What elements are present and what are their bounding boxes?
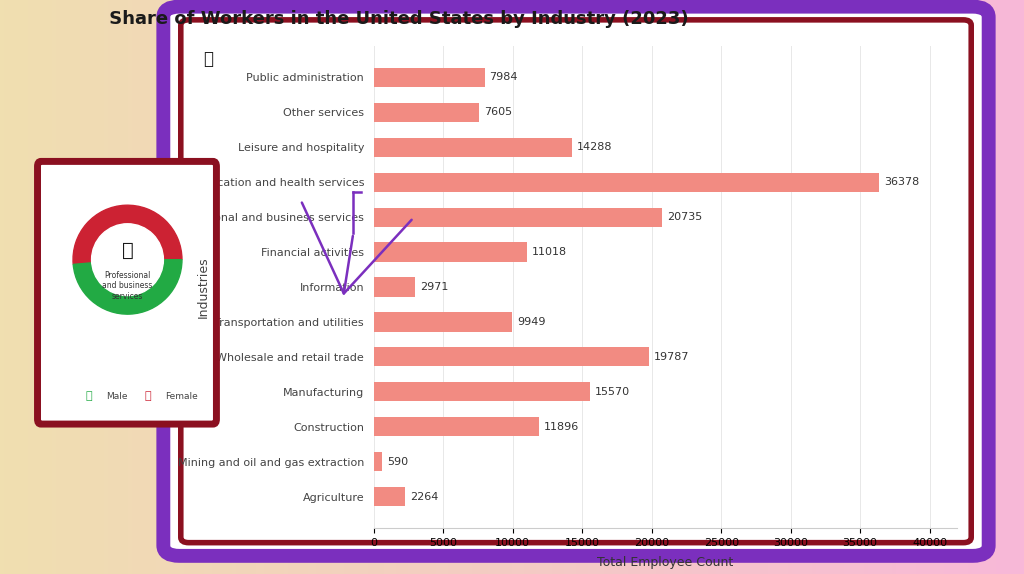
Bar — [374, 277, 415, 297]
Bar — [374, 242, 527, 262]
Bar — [374, 452, 382, 471]
FancyBboxPatch shape — [164, 7, 988, 556]
Text: 7605: 7605 — [484, 107, 512, 117]
Text: 36378: 36378 — [884, 177, 920, 187]
Bar — [374, 68, 484, 87]
Text: 👤: 👤 — [203, 50, 213, 68]
Circle shape — [75, 207, 180, 312]
Text: Industries: Industries — [197, 256, 209, 318]
Bar — [374, 417, 539, 436]
Text: 7984: 7984 — [489, 72, 518, 83]
Bar — [374, 208, 662, 227]
FancyBboxPatch shape — [38, 161, 216, 424]
Text: 👤: 👤 — [144, 391, 151, 401]
Text: 14288: 14288 — [578, 142, 612, 152]
Bar — [374, 347, 649, 366]
Text: 19787: 19787 — [653, 352, 689, 362]
FancyBboxPatch shape — [181, 20, 971, 542]
Wedge shape — [74, 259, 182, 314]
Text: 👤: 👤 — [86, 391, 92, 401]
Text: 2971: 2971 — [420, 282, 449, 292]
Text: 9949: 9949 — [517, 317, 546, 327]
Text: 20735: 20735 — [667, 212, 702, 222]
Text: 590: 590 — [387, 457, 408, 467]
X-axis label: Total Employee Count: Total Employee Count — [597, 556, 734, 569]
Text: 2264: 2264 — [410, 491, 438, 502]
Bar — [374, 173, 880, 192]
Bar — [374, 487, 406, 506]
Text: 11896: 11896 — [544, 422, 580, 432]
Bar — [374, 312, 512, 332]
Circle shape — [93, 226, 162, 294]
Text: Professional
and business
services: Professional and business services — [102, 271, 153, 301]
Text: 11018: 11018 — [531, 247, 567, 257]
Bar — [374, 138, 572, 157]
Text: Share of Workers in the United States by Industry (2023): Share of Workers in the United States by… — [52, 10, 688, 28]
Bar — [374, 103, 479, 122]
Text: Male: Male — [106, 392, 128, 401]
Circle shape — [91, 224, 164, 296]
Text: 15570: 15570 — [595, 387, 630, 397]
Text: 🤝: 🤝 — [122, 241, 133, 260]
Wedge shape — [73, 205, 182, 265]
Text: Female: Female — [165, 392, 198, 401]
Bar — [374, 382, 590, 401]
